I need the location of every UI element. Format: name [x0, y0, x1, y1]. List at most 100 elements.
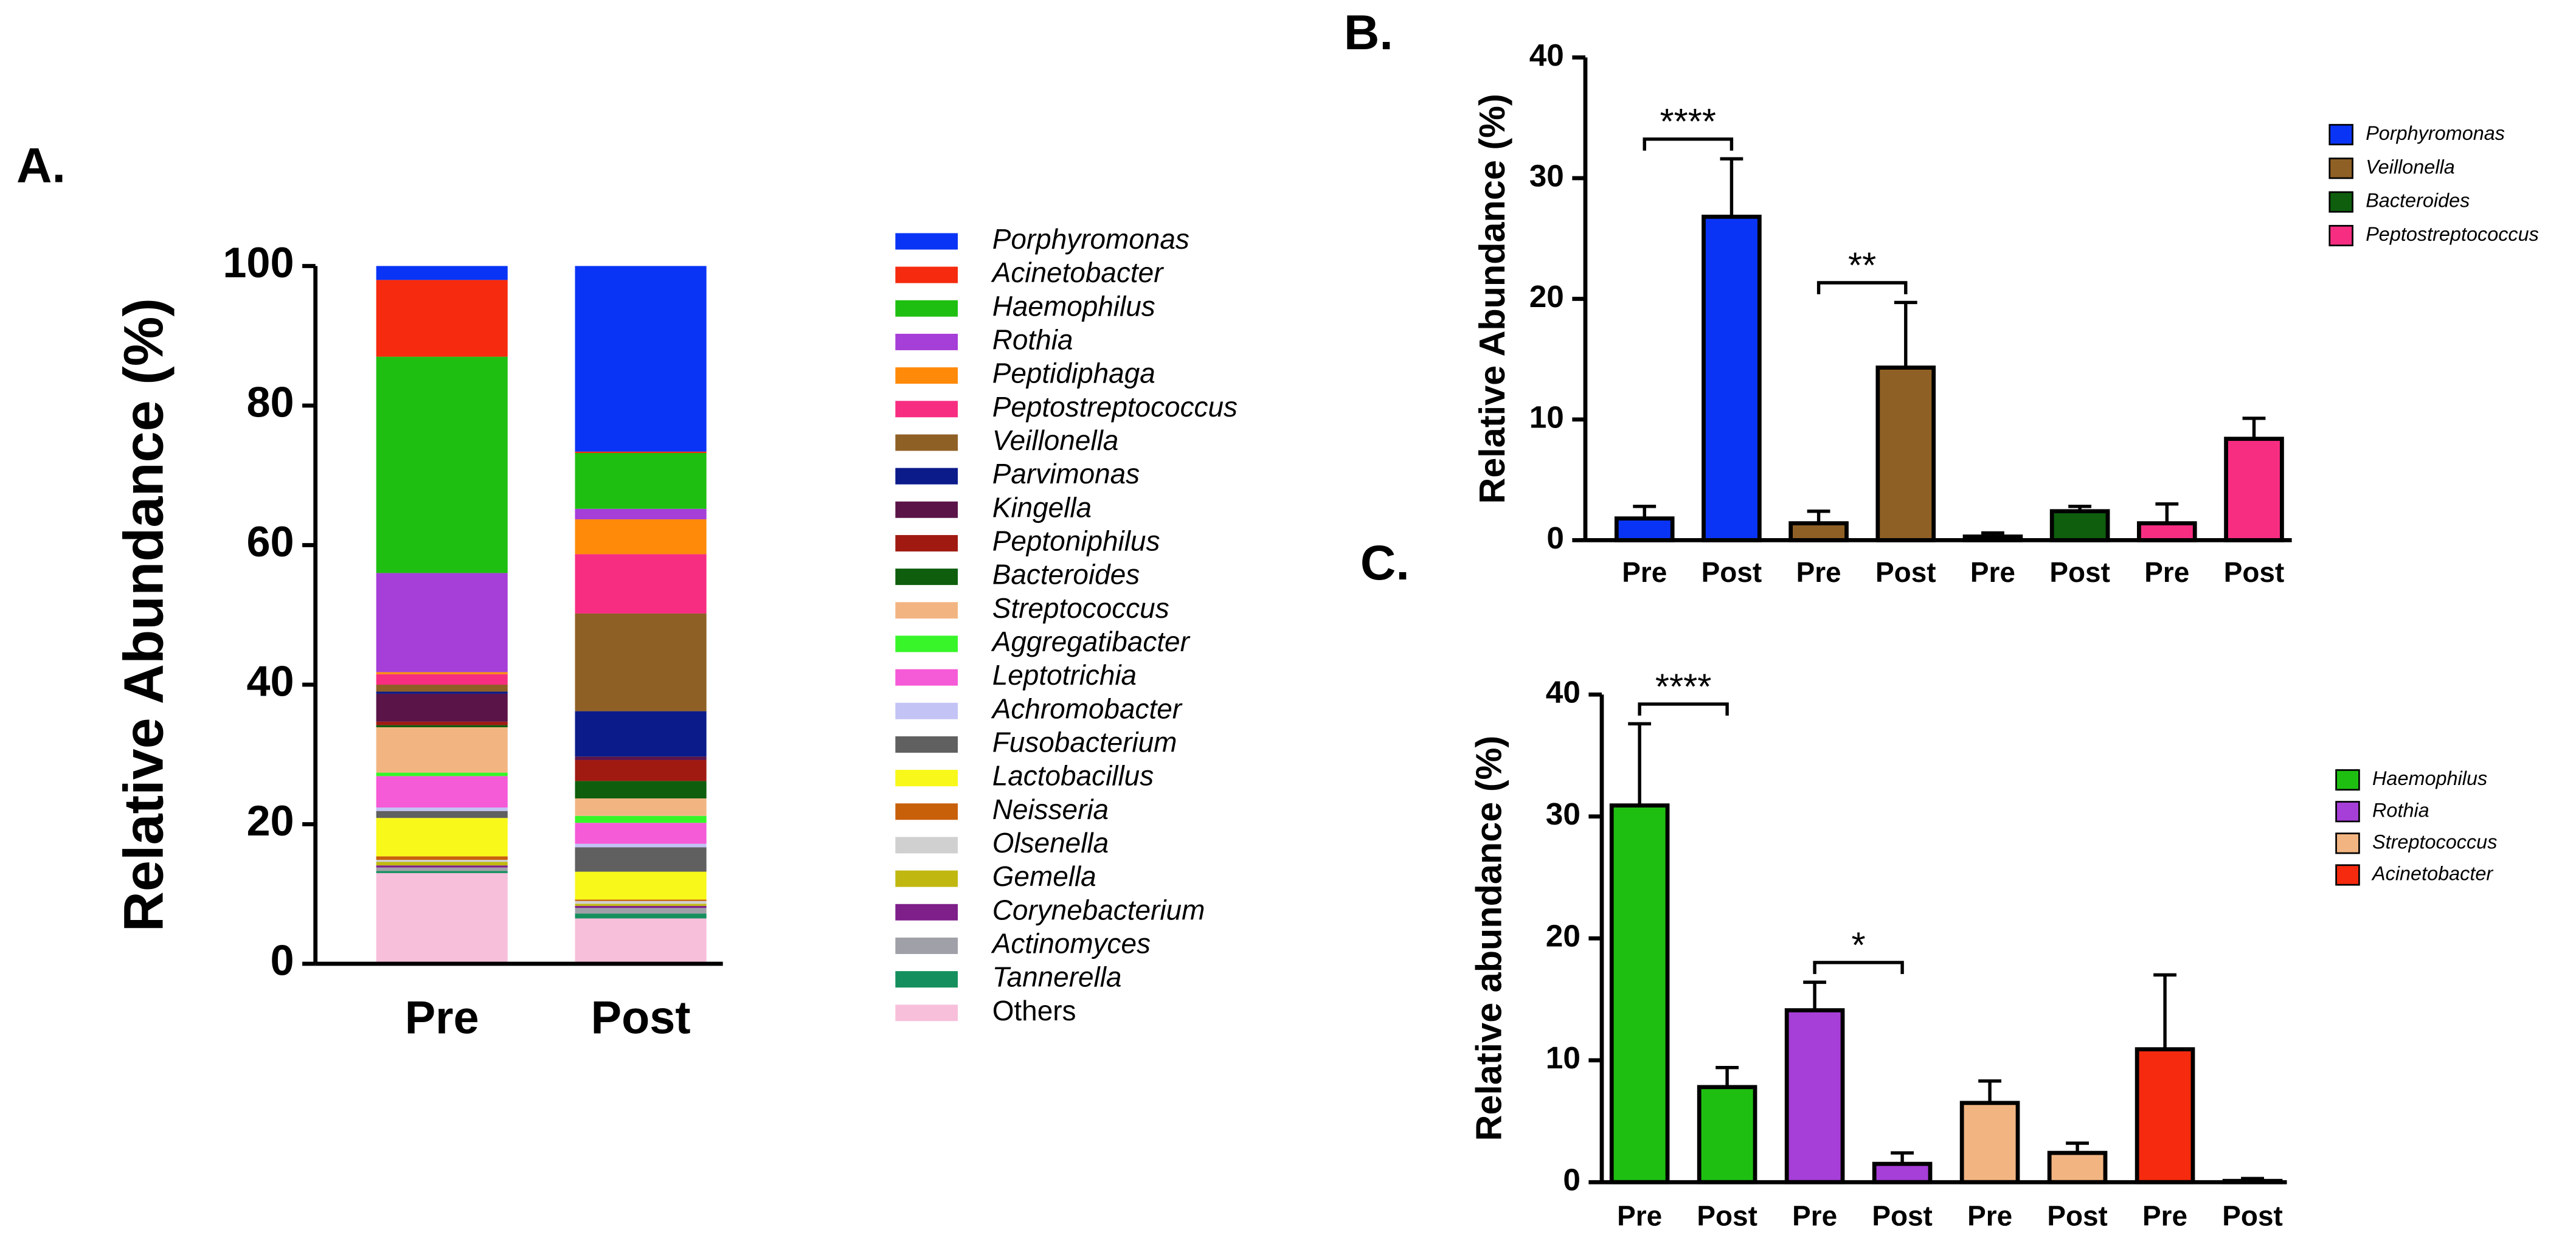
bar: [1784, 1008, 1845, 1184]
x-tick-label: Pre: [1970, 556, 2015, 588]
significance-label: ****: [1660, 101, 1717, 142]
bar-segment: [376, 685, 508, 692]
legend-swatch: [895, 300, 958, 317]
legend-swatch: [895, 1005, 958, 1022]
legend-swatch: [2335, 801, 2360, 823]
legend-swatch: [895, 367, 958, 384]
legend-swatch: [895, 770, 958, 787]
bar-segment: [575, 453, 707, 509]
legend-swatch: [895, 702, 958, 719]
legend-swatch: [895, 534, 958, 552]
legend-swatch: [895, 971, 958, 988]
bar: [1697, 1085, 1757, 1184]
panel-label: C.: [1360, 536, 1410, 590]
significance-label: ****: [1655, 666, 1712, 707]
y-tick-label: 20: [1529, 279, 1564, 314]
legend-label: Aggregatibacter: [991, 626, 1191, 657]
bar-segment: [575, 756, 707, 760]
legend-label: Porphyromonas: [992, 223, 1189, 255]
y-tick-label: 60: [246, 517, 294, 565]
legend-label: Porphyromonas: [2366, 122, 2505, 144]
bar-segment: [575, 843, 707, 848]
legend-label: Streptococcus: [992, 592, 1169, 624]
bar-segment: [575, 554, 707, 614]
legend-swatch: [895, 401, 958, 418]
y-axis-label: Relative Abundance (%): [113, 298, 175, 932]
bar-segment: [376, 266, 508, 280]
panel-label: A.: [16, 139, 66, 193]
legend-swatch: [2328, 224, 2353, 247]
legend-swatch: [895, 468, 958, 485]
legend-label: Haemophilus: [2372, 767, 2487, 789]
panel-label: B.: [1344, 5, 1393, 60]
legend-swatch: [895, 736, 958, 753]
bar-segment: [575, 908, 707, 914]
legend-label: Veillonella: [992, 424, 1119, 456]
bar-segment: [575, 823, 707, 844]
bar-segment: [376, 674, 508, 685]
bar-segment: [575, 798, 707, 816]
bar-segment: [575, 519, 707, 555]
bar-segment: [575, 918, 707, 964]
bar-segment: [376, 772, 508, 776]
bar: [2135, 1047, 2195, 1184]
x-tick-label: Pre: [1617, 1200, 1662, 1232]
bar-segment: [575, 847, 707, 872]
bar-segment: [376, 672, 508, 674]
bar: [1872, 1161, 1933, 1184]
legend-swatch: [2335, 769, 2360, 791]
y-tick-label: 30: [1529, 159, 1564, 193]
x-tick-label: Post: [1872, 1200, 1933, 1232]
legend-swatch: [2328, 157, 2353, 179]
bar-segment: [376, 691, 508, 694]
x-tick-label: Post: [2224, 556, 2285, 588]
bar-segment: [376, 871, 508, 873]
bar-segment: [575, 711, 707, 757]
legend-label: Haemophilus: [992, 290, 1155, 322]
bar-segment: [376, 860, 508, 862]
x-tick-label: Post: [2047, 1200, 2108, 1232]
y-tick-label: 20: [246, 797, 294, 845]
legend-label: Acinetobacter: [2371, 863, 2493, 885]
y-tick-label: 100: [223, 238, 294, 286]
bar: [1959, 1101, 2020, 1184]
bar-segment: [575, 759, 707, 781]
bar: [2047, 1150, 2108, 1184]
significance-bracket: [1638, 702, 1729, 716]
bar-segment: [376, 727, 508, 773]
legend-swatch: [895, 266, 958, 283]
legend-swatch: [895, 904, 958, 921]
bar-segment: [575, 901, 707, 904]
bar-segment: [376, 873, 508, 964]
bar-segment: [376, 818, 508, 857]
bar-segment: [376, 867, 508, 871]
legend-label: Peptostreptococcus: [2366, 223, 2539, 245]
bar-segment: [376, 693, 508, 722]
legend-label: Streptococcus: [2372, 831, 2497, 852]
legend-swatch: [895, 233, 958, 250]
y-tick-label: 0: [1546, 520, 1564, 555]
significance-label: **: [1848, 244, 1876, 285]
bar-segment: [575, 815, 707, 823]
y-tick-label: 10: [1546, 1040, 1581, 1075]
bar-segment: [575, 871, 707, 900]
x-tick-label: Post: [591, 993, 691, 1044]
legend-swatch: [895, 635, 958, 652]
bar-segment: [376, 776, 508, 807]
bar-segment: [376, 280, 508, 357]
bar: [2224, 437, 2284, 542]
legend-label: Corynebacterium: [992, 894, 1205, 925]
significance-bracket: [1816, 281, 1908, 294]
legend-swatch: [895, 434, 958, 451]
bar-segment: [376, 721, 508, 725]
x-tick-label: Post: [1875, 556, 1936, 588]
significance-label: *: [1852, 924, 1866, 965]
legend-label: Fusobacterium: [992, 727, 1177, 758]
y-tick-label: 0: [1563, 1163, 1581, 1197]
legend-label: Rothia: [992, 324, 1073, 356]
legend-swatch: [895, 669, 958, 686]
bar-segment: [376, 865, 508, 868]
legend-swatch: [895, 870, 958, 887]
y-tick-label: 80: [246, 378, 294, 426]
